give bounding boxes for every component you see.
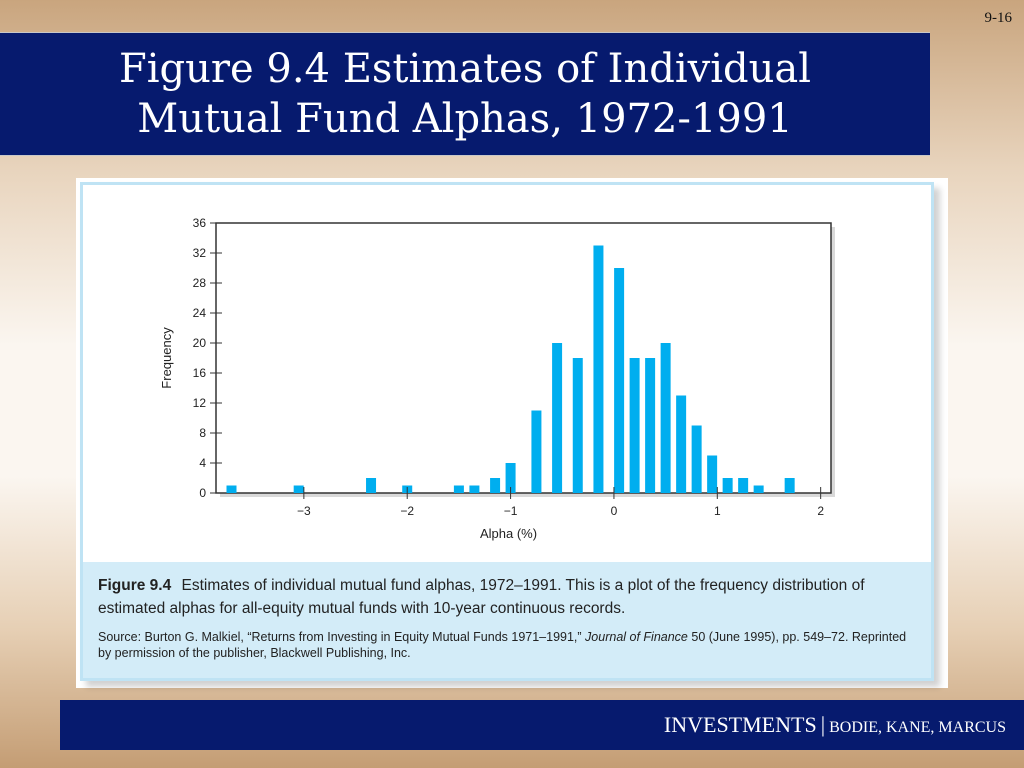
bar-18 (676, 395, 687, 493)
y-tick-label-5: 20 (193, 336, 207, 350)
y-tick-label-4: 16 (193, 366, 207, 380)
bar-25 (784, 478, 795, 493)
footer-bar: INVESTMENTS | BODIE, KANE, MARCUS (60, 700, 1024, 750)
title-line-2: Mutual Fund Alphas, 1972-1991 (137, 96, 793, 142)
footer-text: INVESTMENTS | BODIE, KANE, MARCUS (664, 712, 1006, 738)
slide-number: 9-16 (984, 10, 1013, 26)
x-tick-label-1: −2 (400, 504, 414, 518)
y-tick-label-9: 36 (193, 216, 207, 230)
x-tick-label-2: −1 (504, 504, 518, 518)
bar-22 (738, 478, 749, 493)
caption-description: Estimates of individual mutual fund alph… (98, 577, 865, 617)
bar-1 (293, 485, 304, 493)
bar-10 (531, 410, 542, 493)
y-axis-label: Frequency (159, 327, 174, 389)
x-axis-label: Alpha (%) (480, 526, 537, 541)
bar-0 (226, 485, 237, 493)
source-prefix: Source: Burton G. Malkiel, “Returns from… (98, 630, 586, 644)
footer-authors: BODIE, KANE, MARCUS (829, 719, 1006, 736)
x-tick-label-0: −3 (297, 504, 311, 518)
bar-7 (469, 485, 480, 493)
figure-caption: Figure 9.4 Estimates of individual mutua… (83, 562, 931, 678)
y-tick-label-8: 32 (193, 246, 207, 260)
bar-19 (691, 425, 702, 493)
y-tick-label-7: 28 (193, 276, 207, 290)
bar-14 (614, 268, 625, 493)
source-suffix: 50 (June 1995), pp. 549–72. Reprinted by… (98, 630, 907, 660)
footer-book-title: INVESTMENTS (663, 712, 817, 737)
bar-6 (453, 485, 464, 493)
title-line-1: Figure 9.4 Estimates of Individual (118, 46, 812, 92)
source-journal: Journal of Finance (585, 630, 688, 644)
y-tick-label-6: 24 (193, 306, 207, 320)
bar-3 (366, 478, 377, 493)
bar-20 (707, 455, 718, 493)
figure-frame: 0 4 8 12 16 20 24 28 32 36 −3 −2 −1 0 1 2 Alpha (%) Frequ… (76, 178, 948, 688)
caption-text: Figure 9.4 Estimates of individual mutua… (98, 574, 918, 620)
bar-16 (645, 358, 656, 493)
title-bar: Figure 9.4 Estimates of Individual Mutua… (0, 32, 930, 156)
bar-11 (552, 343, 563, 493)
y-tick-label-1: 4 (199, 456, 206, 470)
figure-panel: 0 4 8 12 16 20 24 28 32 36 −3 −2 −1 0 1 2 Alpha (%) Frequ… (80, 182, 934, 681)
caption-figure-label: Figure 9.4 (98, 577, 172, 594)
bar-12 (572, 358, 583, 493)
bar-15 (629, 358, 640, 493)
x-tick-label-4: 1 (714, 504, 721, 518)
y-tick-label-2: 8 (199, 426, 206, 440)
bar-21 (722, 478, 733, 493)
bar-13 (593, 245, 604, 493)
caption-source: Source: Burton G. Malkiel, “Returns from… (98, 629, 918, 661)
plot-area (215, 222, 832, 494)
bar-8 (490, 478, 501, 493)
bar-17 (660, 343, 671, 493)
bar-9 (505, 463, 516, 493)
y-tick-label-3: 12 (193, 396, 207, 410)
x-tick-label-5: 2 (817, 504, 824, 518)
y-tick-label-0: 0 (199, 486, 206, 500)
bar-23 (753, 485, 764, 493)
x-tick-label-3: 0 (611, 504, 618, 518)
footer-separator: | (820, 712, 826, 737)
